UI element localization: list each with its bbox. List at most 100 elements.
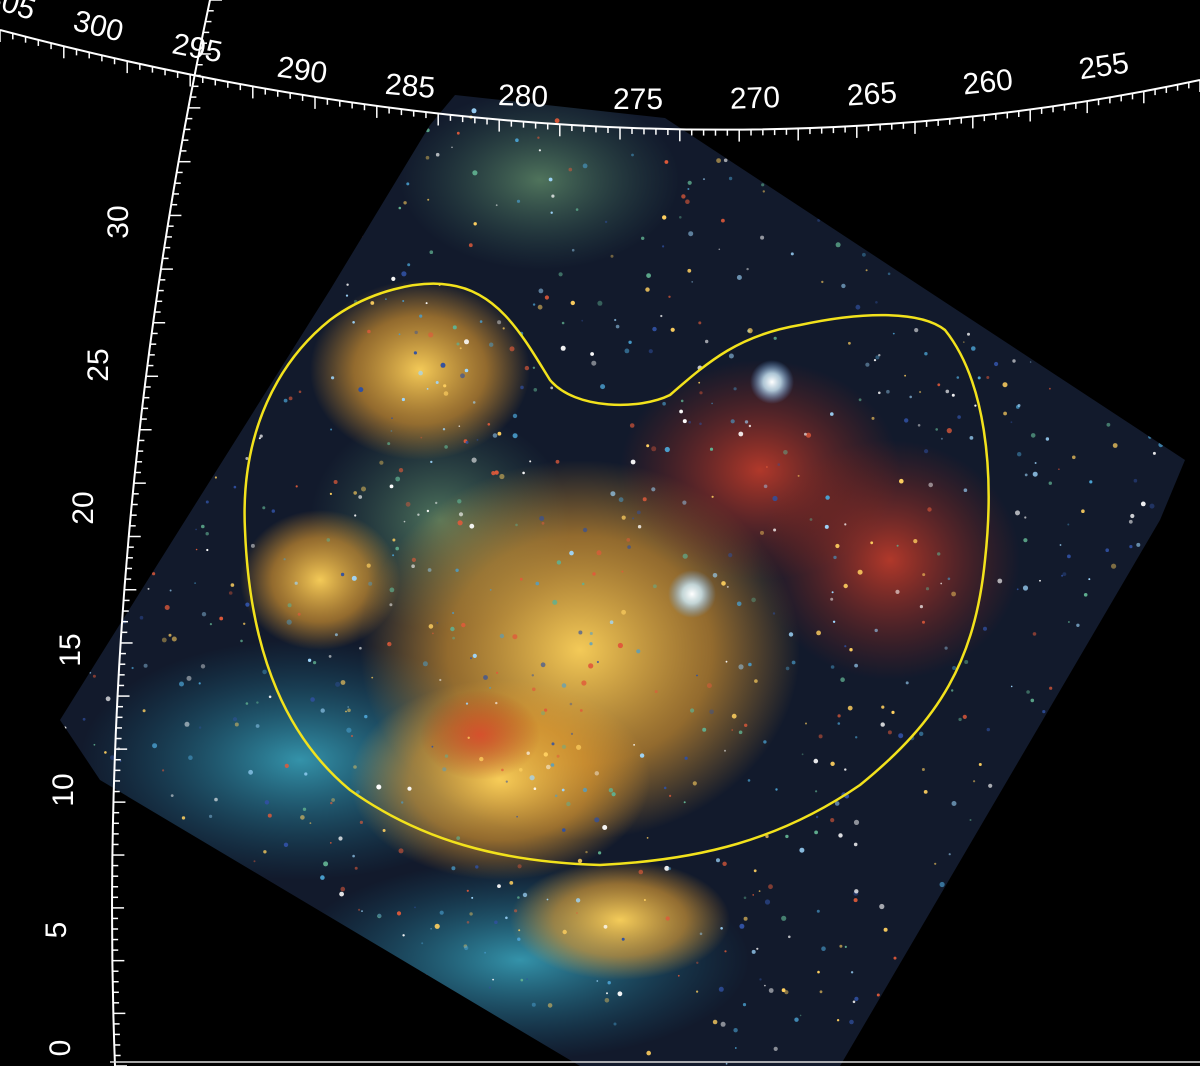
speckle-dot	[489, 686, 492, 689]
speckle-dot	[687, 188, 690, 190]
speckle-dot	[105, 696, 111, 702]
emission	[400, 95, 680, 270]
speckle-dot	[1149, 503, 1155, 509]
speckle-dot	[1002, 382, 1008, 388]
speckle-dot	[420, 436, 423, 439]
speckle-dot	[766, 466, 768, 468]
speckle-dot	[561, 744, 567, 749]
top-axis-label: 255	[1077, 47, 1131, 87]
speckle-dot	[524, 365, 530, 371]
speckle-dot	[356, 790, 360, 794]
speckle-dot	[731, 729, 733, 731]
speckle-dot	[642, 497, 647, 502]
speckle-dot	[887, 730, 892, 735]
top-axis-label: 270	[729, 81, 780, 116]
speckle-dot	[677, 974, 680, 977]
speckle-dot	[895, 589, 900, 595]
speckle-dot	[543, 752, 548, 757]
speckle-dot	[690, 708, 695, 713]
speckle-dot	[552, 599, 558, 605]
speckle-dot	[143, 663, 148, 668]
speckle-dot	[799, 847, 805, 853]
speckle-dot	[763, 740, 767, 744]
speckle-dot	[418, 370, 423, 376]
speckle-dot	[195, 548, 198, 551]
speckle-dot	[790, 252, 794, 256]
speckle-dot	[664, 865, 670, 871]
speckle-dot	[104, 751, 107, 754]
left-axis-label: 25	[82, 348, 115, 381]
speckle-dot	[411, 564, 415, 568]
speckle-dot	[262, 506, 266, 510]
speckle-dot	[186, 675, 192, 681]
speckle-dot	[532, 303, 536, 306]
speckle-dot	[974, 404, 977, 407]
speckle-dot	[398, 848, 404, 854]
speckle-dot	[830, 761, 835, 766]
left-axis-label: 15	[54, 633, 87, 666]
speckle-dot	[458, 425, 461, 428]
speckle-dot	[743, 896, 747, 900]
speckle-dot	[854, 663, 858, 668]
speckle-dot	[295, 485, 298, 488]
speckle-dot	[684, 756, 688, 760]
speckle-dot	[835, 543, 840, 549]
speckle-dot	[1140, 501, 1146, 507]
speckle-dot	[847, 705, 853, 711]
speckle-dot	[401, 271, 407, 277]
speckle-dot	[425, 155, 430, 160]
speckle-dot	[590, 352, 594, 356]
speckle-dot	[442, 767, 447, 772]
speckle-dot	[843, 583, 848, 589]
speckle-dot	[662, 401, 666, 406]
speckle-dot	[568, 167, 573, 172]
speckle-dot	[152, 572, 156, 576]
speckle-dot	[709, 447, 714, 451]
speckle-dot	[632, 517, 635, 520]
speckle-dot	[439, 678, 442, 682]
speckle-dot	[777, 463, 781, 466]
speckle-dot	[426, 388, 429, 390]
speckle-dot	[346, 727, 352, 733]
speckle-dot	[883, 927, 888, 932]
speckle-dot	[377, 913, 382, 918]
speckle-dot	[505, 780, 508, 783]
speckle-dot	[718, 986, 724, 992]
emission	[310, 280, 530, 460]
speckle-dot	[660, 314, 663, 318]
speckle-dot	[853, 819, 860, 826]
speckle-dot	[670, 327, 675, 332]
speckle-dot	[475, 865, 479, 869]
speckle-dot	[467, 736, 470, 739]
speckle-dot	[268, 695, 272, 699]
speckle-dot	[169, 589, 172, 592]
speckle-dot	[345, 710, 347, 713]
speckle-dot	[596, 660, 600, 664]
speckle-dot	[702, 727, 707, 732]
speckle-dot	[551, 194, 555, 198]
speckle-dot	[967, 332, 970, 336]
speckle-dot	[1017, 452, 1022, 457]
speckle-dot	[957, 415, 961, 419]
speckle-dot	[621, 570, 624, 573]
speckle-dot	[535, 581, 540, 586]
speckle-dot	[340, 886, 346, 892]
speckle-dot	[546, 764, 551, 770]
speckle-dot	[1003, 411, 1007, 416]
speckle-dot	[754, 679, 758, 683]
speckle-dot	[491, 471, 496, 476]
speckle-dot	[682, 553, 688, 559]
speckle-dot	[495, 701, 498, 705]
speckle-dot	[679, 409, 683, 414]
speckle-dot	[664, 160, 669, 164]
speckle-dot	[283, 558, 286, 561]
speckle-dot	[435, 152, 440, 157]
speckle-dot	[669, 794, 672, 798]
speckle-dot	[497, 320, 502, 325]
speckle-dot	[875, 301, 878, 304]
speckle-dot	[382, 829, 386, 832]
speckle-dot	[711, 495, 714, 498]
speckle-dot	[825, 495, 830, 500]
speckle-dot	[152, 743, 158, 749]
speckle-dot	[401, 801, 404, 804]
